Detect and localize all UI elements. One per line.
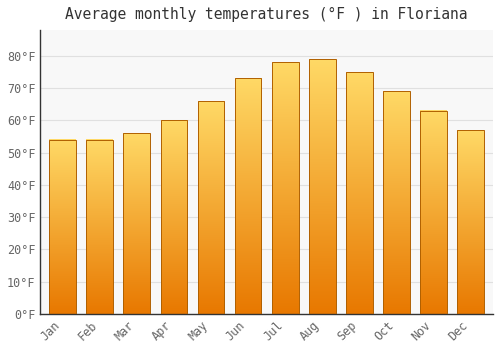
Bar [383, 91, 410, 314]
Bar [346, 72, 373, 314]
Title: Average monthly temperatures (°F ) in Floriana: Average monthly temperatures (°F ) in Fl… [66, 7, 468, 22]
Bar [160, 120, 188, 314]
Bar [420, 111, 447, 314]
Bar [124, 133, 150, 314]
Bar [198, 101, 224, 314]
Bar [272, 62, 298, 314]
Bar [86, 140, 113, 314]
Bar [309, 59, 336, 314]
Bar [235, 78, 262, 314]
Bar [49, 140, 76, 314]
Bar [458, 130, 484, 314]
